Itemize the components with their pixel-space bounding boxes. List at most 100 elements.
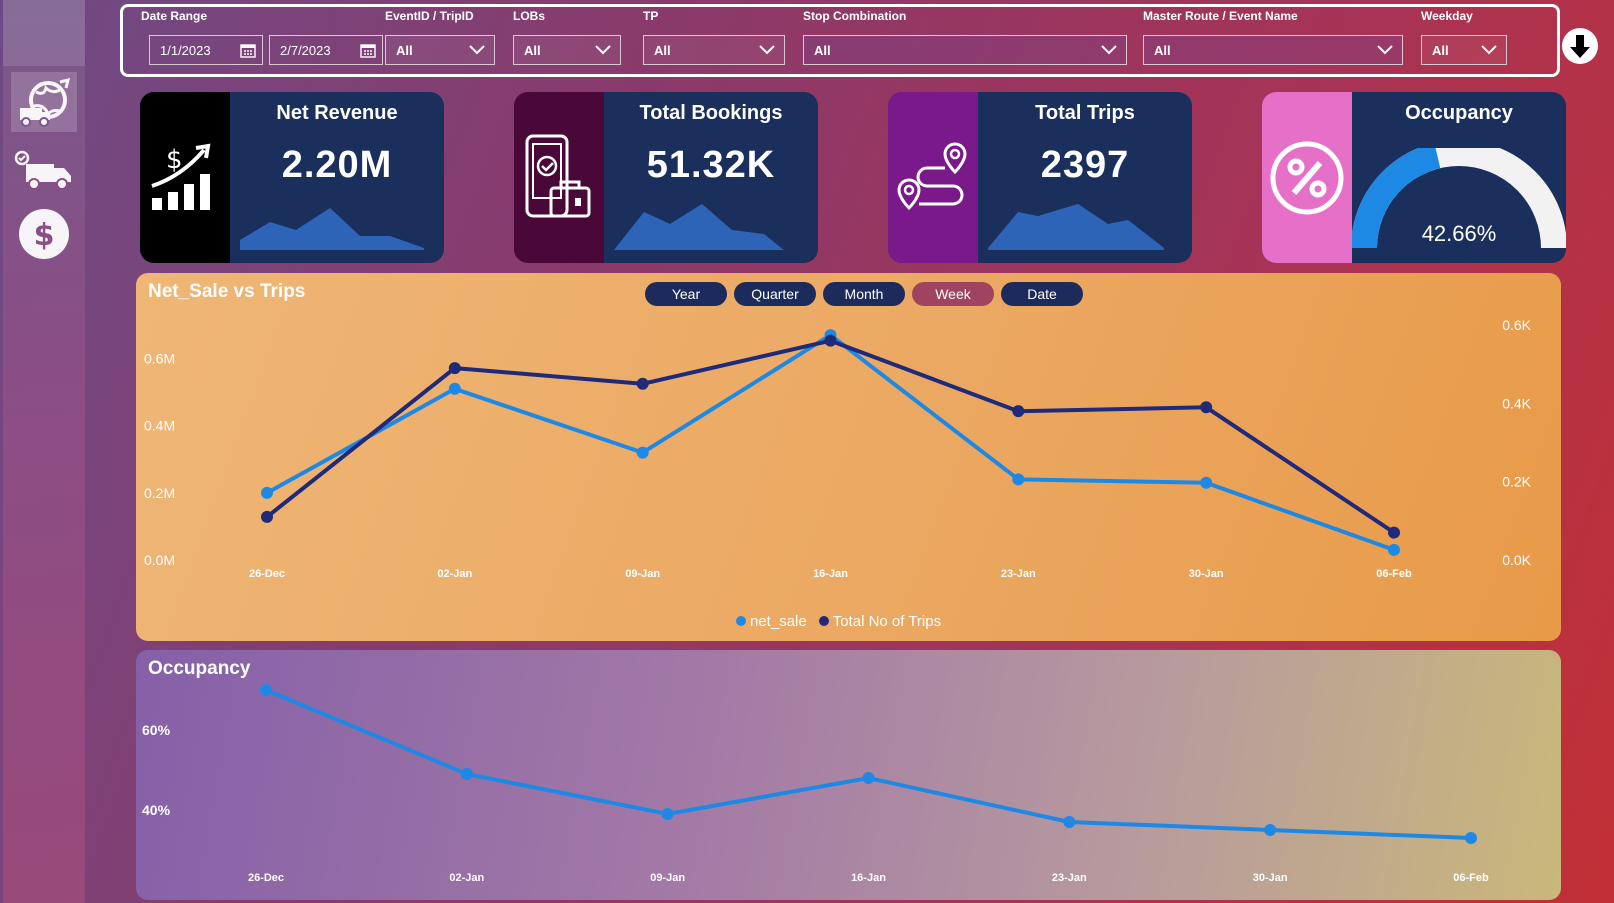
delivery-truck-icon	[14, 150, 71, 190]
route-pin-icon	[897, 141, 967, 210]
data-point	[1063, 816, 1076, 828]
net-sale-trips-chart: 0.0M 0.2M 0.4M 0.6M 0.0K 0.2K 0.4K 0.6K 26-Dec 02…	[144, 317, 1532, 580]
data-point	[1388, 526, 1400, 539]
x-tick-label: 30-Jan	[1253, 872, 1288, 884]
date-from-input[interactable]: 1/1/2023	[149, 35, 263, 65]
y-right-tick-label: 0.0K	[1502, 552, 1531, 568]
kpi-value: 2397	[1040, 144, 1130, 186]
y-right-tick-label: 0.2K	[1502, 474, 1531, 490]
chevron-down-icon	[1101, 45, 1117, 55]
data-point	[1012, 473, 1025, 486]
legend-label: Total No of Trips	[832, 613, 942, 630]
chevron-down-icon	[1377, 45, 1393, 55]
kpi-value: 2.20M	[281, 144, 393, 186]
calendar-icon[interactable]	[360, 42, 376, 58]
data-point	[261, 486, 273, 499]
x-tick-label: 30-Jan	[1189, 568, 1224, 580]
x-tick-label: 06-Feb	[1453, 872, 1489, 884]
route-label: Master Route / Event Name	[1143, 9, 1298, 23]
dollar-icon: $	[19, 209, 69, 259]
data-point	[260, 684, 272, 696]
legend-item-net-sale[interactable]: net_sale	[736, 613, 807, 630]
legend-item-trips[interactable]: Total No of Trips	[818, 613, 942, 630]
kpi-total-bookings: Total Bookings 51.32K	[514, 92, 818, 263]
y-right-tick-label: 0.6K	[1502, 317, 1531, 333]
period-year-button[interactable]: Year	[645, 282, 727, 306]
data-point	[448, 362, 461, 375]
data-point	[1012, 405, 1025, 418]
period-month-button[interactable]: Month	[823, 282, 905, 306]
y-tick-label: 60%	[142, 722, 171, 738]
x-tick-label: 06-Feb	[1376, 568, 1412, 580]
event-value: All	[396, 43, 413, 58]
kpi-icon-pane	[888, 92, 978, 263]
lobs-value: All	[524, 43, 541, 58]
x-tick-label: 16-Jan	[851, 872, 886, 884]
kpi-icon-pane	[514, 92, 604, 263]
occupancy-panel: Occupancy 40% 60% 26-Dec 02-Jan 09-Jan 16-Jan…	[136, 650, 1561, 900]
date-from-value: 1/1/2023	[160, 43, 211, 58]
calendar-icon[interactable]	[240, 42, 256, 58]
kpi-title: Total Bookings	[639, 102, 783, 124]
chevron-down-icon	[759, 45, 775, 55]
tp-label: TP	[643, 9, 659, 23]
data-point	[1465, 832, 1477, 844]
y-right-tick-label: 0.4K	[1502, 395, 1531, 411]
nav-overview-button[interactable]	[11, 72, 77, 132]
sidebar: $	[3, 0, 85, 903]
sparkline	[240, 208, 424, 250]
series-line-net_sale	[266, 332, 1395, 552]
occupancy-chart: 40% 60% 26-Dec 02-Jan 09-Jan 16-Jan 23-Jan 30-J…	[142, 684, 1489, 884]
kpi-title: Total Trips	[1035, 102, 1135, 124]
lobs-dropdown[interactable]: All	[513, 35, 621, 65]
weekday-dropdown[interactable]: All	[1421, 35, 1507, 65]
x-tick-label: 16-Jan	[813, 568, 848, 580]
period-quarter-button[interactable]: Quarter	[734, 282, 816, 306]
globe-truck-icon	[20, 77, 71, 127]
kpi-value: 42.66%	[1422, 221, 1497, 246]
x-tick-label: 23-Jan	[1052, 872, 1087, 884]
revenue-growth-icon: $	[151, 143, 211, 210]
y-left-tick-label: 0.2M	[144, 485, 175, 501]
tp-dropdown[interactable]: All	[643, 35, 785, 65]
x-tick-label: 09-Jan	[625, 568, 660, 580]
stop-label: Stop Combination	[803, 9, 907, 23]
event-label: EventID / TripID	[385, 9, 474, 23]
data-point	[261, 510, 273, 523]
data-point	[824, 334, 837, 347]
x-tick-label: 02-Jan	[449, 872, 484, 884]
data-point	[460, 768, 473, 780]
nav-revenue-button[interactable]: $	[11, 204, 77, 264]
event-dropdown[interactable]: All	[385, 35, 495, 65]
nav-trips-button[interactable]	[11, 140, 77, 200]
date-range-label: Date Range	[141, 9, 208, 23]
download-icon	[1570, 35, 1590, 58]
chevron-down-icon	[469, 45, 485, 55]
kpi-occupancy: Occupancy 42.66%	[1262, 92, 1566, 263]
period-date-button[interactable]: Date	[1001, 282, 1083, 306]
route-dropdown[interactable]: All	[1143, 35, 1403, 65]
data-point	[1200, 476, 1213, 489]
stop-value: All	[814, 43, 831, 58]
kpi-total-trips: Total Trips 2397	[888, 92, 1192, 263]
date-to-value: 2/7/2023	[280, 43, 331, 58]
legend-label: net_sale	[750, 613, 807, 630]
y-left-tick-label: 0.4M	[144, 418, 175, 434]
chart-legend: net_sale Total No of Trips	[736, 613, 941, 630]
period-week-button[interactable]: Week	[912, 282, 994, 306]
date-to-input[interactable]: 2/7/2023	[269, 35, 383, 65]
svg-text:$: $	[166, 145, 183, 175]
kpi-icon-pane: $	[140, 92, 230, 263]
svg-text:$: $	[34, 218, 55, 253]
y-tick-label: 40%	[142, 802, 171, 818]
net-sale-vs-trips-panel: Net_Sale vs Trips Year Quarter Month Wee…	[136, 273, 1561, 641]
sidebar-top-tile	[3, 0, 85, 66]
kpi-title: Net Revenue	[276, 102, 398, 124]
stop-dropdown[interactable]: All	[803, 35, 1127, 65]
data-point	[862, 772, 875, 784]
download-button[interactable]	[1562, 28, 1598, 64]
x-tick-label: 09-Jan	[650, 872, 685, 884]
y-left-tick-label: 0.6M	[144, 351, 175, 367]
data-point	[636, 377, 649, 390]
kpi-value: 51.32K	[646, 144, 776, 186]
